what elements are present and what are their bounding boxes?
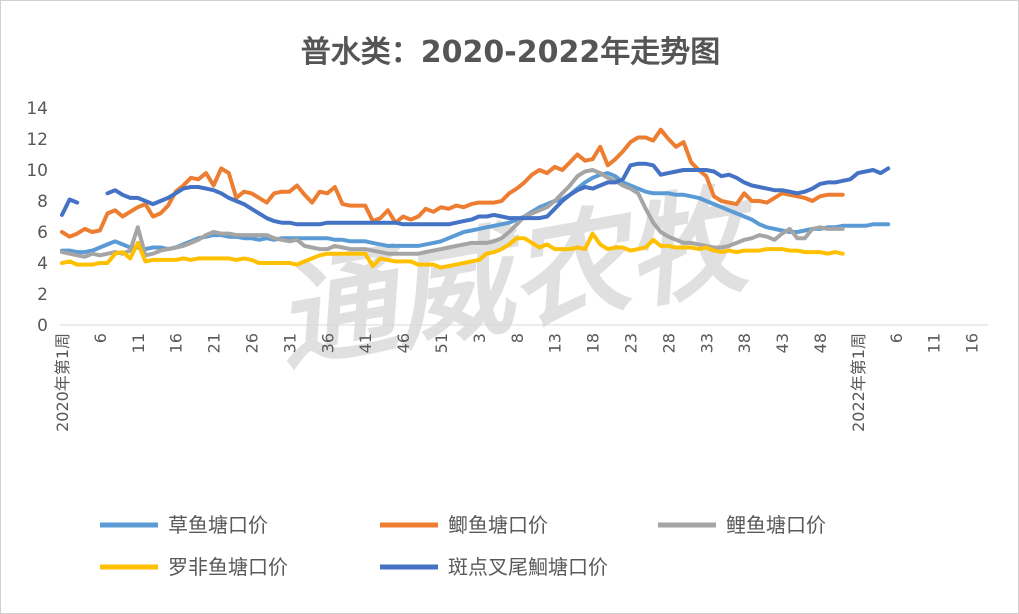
x-tick-label: 26: [243, 333, 262, 353]
series-line-4: [105, 161, 891, 227]
series-layer: [60, 127, 891, 270]
y-tick-label: 4: [37, 254, 48, 274]
x-tick-label: 6: [91, 333, 110, 343]
series-line-1: [60, 127, 845, 239]
legend-label-0: 草鱼塘口价: [168, 513, 268, 537]
x-tick-label: 41: [356, 333, 375, 353]
legend-label-2: 鲤鱼塘口价: [726, 513, 826, 537]
x-tick-label: 43: [773, 333, 792, 353]
y-tick-label: 6: [37, 223, 48, 243]
chart-title: 普水类：2020-2022年走势图: [300, 35, 721, 70]
x-tick-label: 48: [811, 333, 830, 353]
y-tick-label: 12: [26, 130, 48, 150]
legend-label-4: 斑点叉尾鮰塘口价: [448, 555, 608, 579]
legend-label-1: 鲫鱼塘口价: [448, 513, 548, 537]
x-tick-label: 11: [129, 333, 148, 353]
y-axis: 0 2 4 6 8 10 12 14: [26, 99, 48, 336]
y-tick-label: 0: [37, 316, 48, 336]
x-tick-label: 38: [735, 333, 754, 353]
x-tick-label: 11: [925, 333, 944, 353]
y-tick-label: 10: [26, 161, 48, 181]
x-tick-label: 21: [205, 333, 224, 353]
x-tick-label: 36: [318, 333, 337, 353]
x-tick-label: 2022年第1周: [849, 333, 868, 432]
x-tick-label: 2020年第1周: [53, 333, 72, 432]
y-tick-label: 14: [26, 99, 48, 119]
x-tick-label: 18: [584, 333, 603, 353]
x-axis: 2020年第1周 6 11 16 21 26 31 36 41 46 51 3 8 13 18 23 28 33 3…: [53, 333, 982, 432]
legend-label-3: 罗非鱼塘口价: [168, 555, 288, 579]
y-tick-label: 2: [37, 285, 48, 305]
x-tick-label: 23: [622, 333, 641, 353]
x-tick-label: 28: [659, 333, 678, 353]
x-tick-label: 31: [280, 333, 299, 353]
x-tick-label: 8: [508, 333, 527, 343]
series-line-4: [60, 197, 80, 217]
series-line-3: [60, 231, 845, 270]
x-tick-label: 3: [470, 333, 489, 343]
x-tick-label: 46: [394, 333, 413, 353]
series-line-2: [60, 168, 845, 259]
x-tick-label: 13: [546, 333, 565, 353]
x-tick-label: 6: [887, 333, 906, 343]
x-tick-label: 51: [432, 333, 451, 353]
y-tick-label: 8: [37, 192, 48, 212]
x-tick-label: 33: [697, 333, 716, 353]
x-tick-label: 16: [167, 333, 186, 353]
x-tick-label: 16: [963, 333, 982, 353]
